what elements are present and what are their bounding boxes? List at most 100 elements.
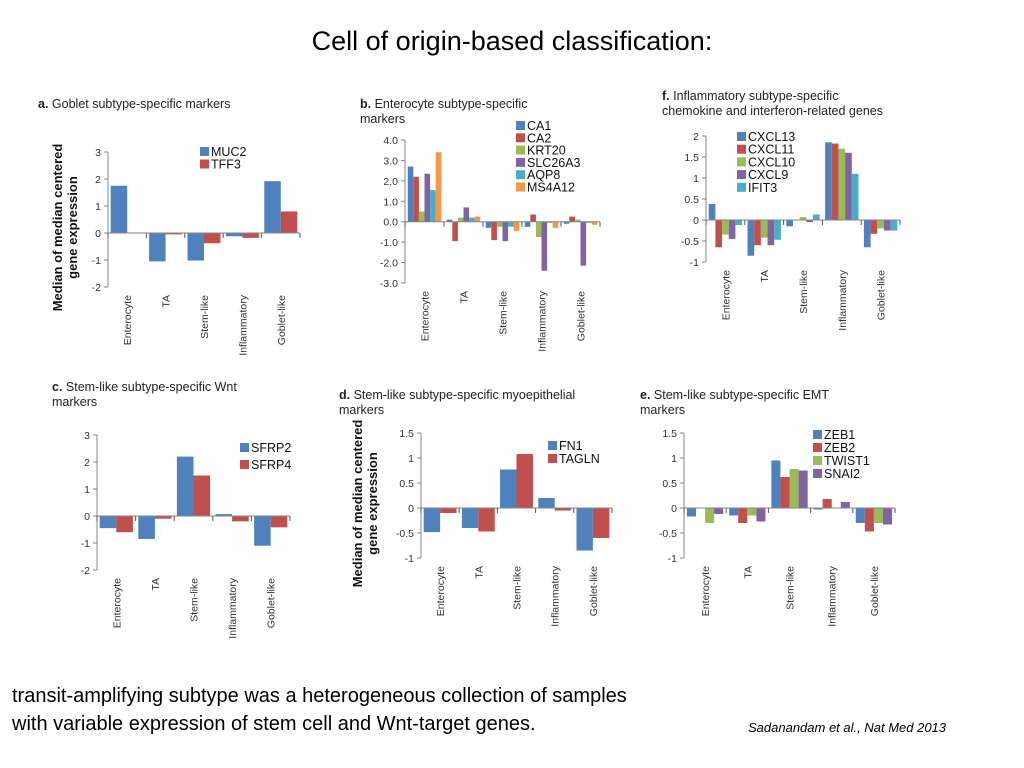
- y-tick-label: 3: [84, 430, 90, 442]
- bar-cxcl10-goblet-like: [877, 220, 884, 229]
- y-tick-label: -1.0: [380, 237, 398, 249]
- bar-ca1-inflammatory: [524, 221, 531, 227]
- legend-swatch: [516, 170, 525, 180]
- y-tick-label: 1: [671, 453, 677, 465]
- bar-ifit3-enterocyte: [735, 220, 743, 226]
- legend-label: SFRP4: [251, 458, 291, 472]
- bar-ifit3-goblet-like: [890, 220, 898, 231]
- category-label: Stem-like: [189, 578, 201, 622]
- bar-cxcl11-goblet-like: [870, 220, 878, 234]
- category-label: Inflammatory: [837, 269, 849, 330]
- category-label: Inflammatory: [537, 290, 549, 351]
- y-tick-label: 1.5: [684, 152, 699, 164]
- y-axis-label: gene expression: [365, 452, 380, 555]
- legend-swatch: [737, 182, 746, 192]
- bar-sfrp4-inflammatory: [232, 516, 249, 522]
- bar-ca2-goblet-like: [569, 216, 575, 222]
- bar-krt20-stem-like: [496, 221, 503, 227]
- bar-tagln-ta: [478, 508, 495, 532]
- bar-tagln-goblet-like: [592, 508, 610, 538]
- legend-label: CXCL11: [748, 143, 794, 157]
- panel-letter: c.: [52, 380, 63, 394]
- y-tick-label: 4.0: [383, 135, 398, 147]
- y-tick-label: 2: [95, 174, 101, 186]
- bar-sfrp2-inflammatory: [215, 514, 233, 516]
- bar-slc26a3-ta: [463, 207, 470, 222]
- y-tick-label: -0.5: [396, 528, 414, 540]
- panel-a-title: a. Goblet subtype-specific markers: [38, 97, 230, 112]
- bar-zeb2-inflammatory: [822, 499, 832, 508]
- bar-cxcl13-ta: [747, 220, 755, 256]
- bar-ms4a12-stem-like: [513, 221, 520, 231]
- y-tick-label: -1: [81, 538, 90, 550]
- bar-tff3-inflammatory: [242, 233, 259, 238]
- category-label: Stem-like: [785, 566, 797, 610]
- legend-swatch: [813, 430, 822, 439]
- y-tick-label: 0: [95, 228, 101, 240]
- bar-muc2-stem-like: [187, 233, 204, 261]
- bar-sfrp2-enterocyte: [99, 516, 117, 529]
- bar-cxcl9-ta: [767, 220, 775, 246]
- bar-fn1-stem-like: [500, 469, 517, 508]
- bar-cxcl10-stem-like: [799, 217, 807, 220]
- legend-label: SNAI2: [824, 467, 860, 481]
- bar-ms4a12-goblet-like: [591, 221, 598, 225]
- bar-muc2-inflammatory: [225, 233, 243, 237]
- bar-slc26a3-enterocyte: [424, 173, 431, 222]
- bar-krt20-ta: [457, 217, 464, 222]
- legend-swatch: [516, 121, 525, 130]
- bar-slc26a3-stem-like: [502, 221, 509, 242]
- bar-tagln-inflammatory: [554, 508, 572, 511]
- bar-fn1-ta: [461, 508, 479, 528]
- y-tick-label: 1: [408, 453, 414, 465]
- bar-ms4a12-inflammatory: [552, 221, 559, 228]
- bar-ca1-enterocyte: [407, 166, 414, 222]
- bar-cxcl9-goblet-like: [883, 220, 891, 231]
- panel-title-text-2: markers: [339, 403, 385, 417]
- bar-snai2-inflammatory: [840, 502, 850, 508]
- panel-e-title: e. Stem-like subtype-specific EMT markers: [640, 388, 829, 418]
- legend-label: MS4A12: [527, 181, 575, 195]
- y-tick-label: -2: [81, 565, 90, 577]
- category-label: Enterocyte: [700, 566, 712, 616]
- category-label: TA: [150, 578, 162, 591]
- bar-muc2-goblet-like: [264, 181, 281, 233]
- bar-zeb1-goblet-like: [855, 508, 865, 523]
- bar-muc2-enterocyte: [110, 185, 128, 233]
- legend-label: TWIST1: [824, 454, 870, 468]
- category-label: TA: [759, 270, 771, 283]
- bar-cxcl11-enterocyte: [715, 220, 723, 248]
- bar-sfrp4-ta: [154, 516, 172, 519]
- bar-snai2-ta: [756, 508, 766, 522]
- y-tick-label: -0.5: [681, 236, 699, 248]
- bar-ms4a12-enterocyte: [435, 152, 442, 222]
- category-label: TA: [473, 566, 485, 579]
- panel-title-text-2: chemokine and interferon-related genes: [662, 104, 883, 118]
- y-axis-label: gene expression: [65, 176, 80, 279]
- legend-label: ZEB1: [824, 428, 855, 442]
- bar-tff3-ta: [165, 233, 183, 235]
- slide-title: Cell of origin-based classification:: [311, 26, 713, 56]
- bar-fn1-goblet-like: [576, 508, 593, 551]
- bar-aqp8-inflammatory: [547, 221, 553, 223]
- legend-swatch: [737, 157, 746, 167]
- bar-tagln-stem-like: [516, 454, 533, 508]
- bar-sfrp2-ta: [138, 516, 155, 539]
- legend-swatch: [200, 147, 209, 156]
- y-tick-label: 0.5: [684, 194, 699, 206]
- y-axis-label: Median of median centered: [350, 420, 365, 588]
- panel-letter: f.: [662, 89, 670, 103]
- bar-ms4a12-ta: [474, 216, 481, 222]
- bar-ca2-enterocyte: [413, 176, 419, 222]
- bar-fn1-inflammatory: [538, 498, 555, 508]
- legend-swatch: [737, 144, 746, 154]
- legend-swatch: [240, 443, 249, 452]
- y-tick-label: 0.0: [383, 217, 398, 229]
- panel-b-title: b. Enterocyte subtype-specific markers: [360, 97, 527, 127]
- y-tick-label: 0: [671, 503, 677, 515]
- legend-label: CXCL13: [748, 130, 795, 144]
- category-label: Enterocyte: [111, 578, 123, 628]
- category-label: Inflammatory: [827, 565, 839, 626]
- legend-swatch: [516, 157, 525, 167]
- y-tick-label: 2: [84, 457, 90, 469]
